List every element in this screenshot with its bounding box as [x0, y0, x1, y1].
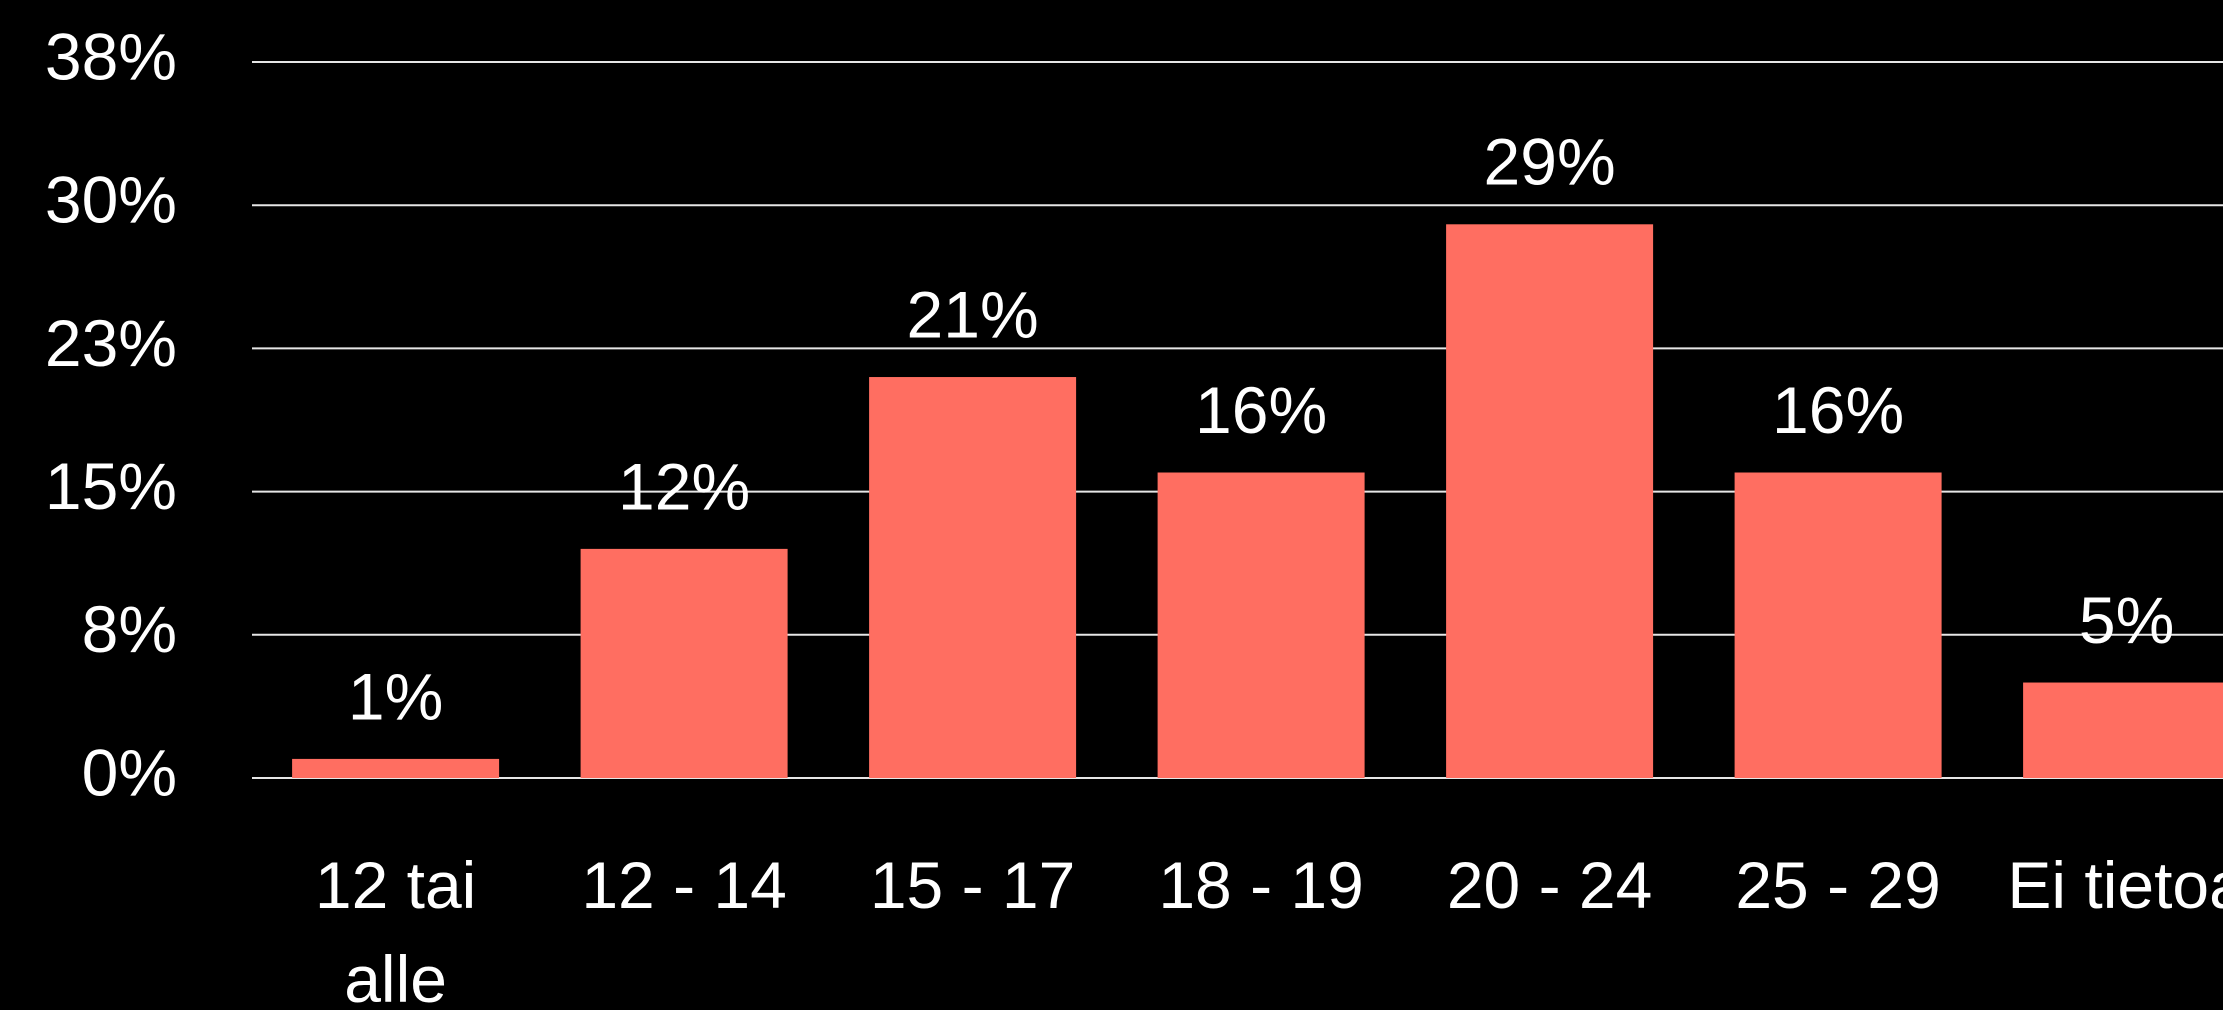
y-tick-label: 30% [45, 163, 177, 237]
x-tick-label: 15 - 17 [869, 848, 1076, 922]
bar [1734, 472, 1942, 778]
x-tick-label: 12 - 14 [581, 848, 787, 922]
y-tick-label: 23% [45, 306, 177, 380]
y-tick-label: 8% [82, 592, 177, 666]
value-label: 12% [618, 449, 750, 523]
value-label: 5% [2079, 583, 2174, 657]
bar [1157, 472, 1365, 778]
bar [292, 758, 500, 778]
value-label: 16% [1772, 373, 1904, 447]
bar [1446, 224, 1654, 778]
value-label: 1% [348, 659, 443, 733]
bar [2023, 682, 2223, 778]
x-tick-label: 25 - 29 [1735, 848, 1941, 922]
value-label: 29% [1484, 125, 1616, 199]
x-tick-label: Ei tietoa [2007, 848, 2223, 922]
x-tick-label: 12 tai alle [314, 848, 477, 1010]
bar [869, 377, 1077, 778]
value-label: 21% [907, 277, 1039, 351]
bar [580, 548, 788, 778]
x-tick-label: 20 - 24 [1446, 848, 1653, 922]
y-tick-label: 38% [45, 19, 177, 93]
y-tick-label: 15% [45, 449, 177, 523]
x-tick-label: 18 - 19 [1158, 848, 1364, 922]
y-tick-label: 0% [82, 735, 177, 809]
value-label: 16% [1195, 373, 1327, 447]
